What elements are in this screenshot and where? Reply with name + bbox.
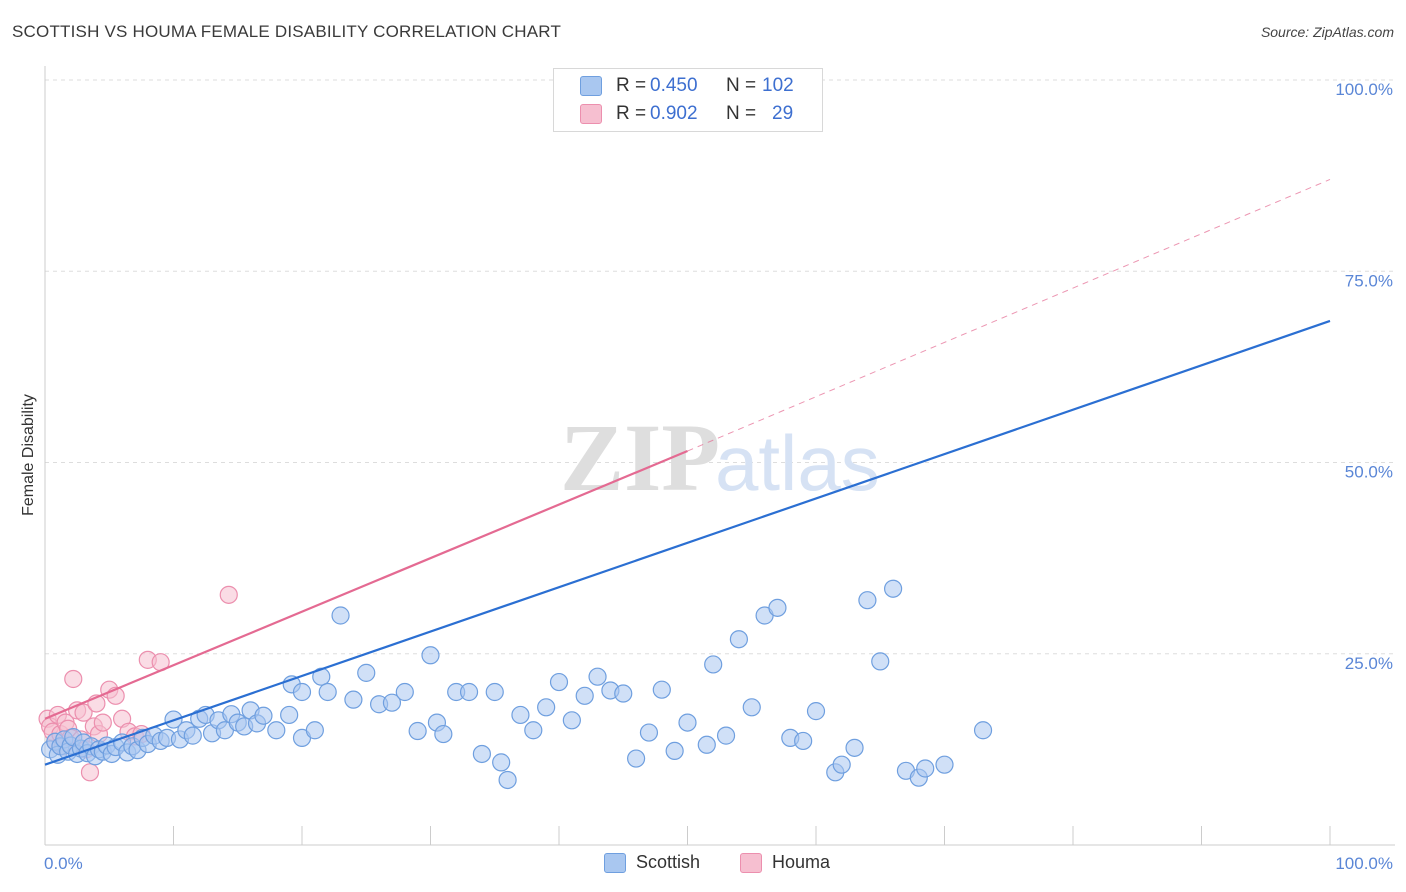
scottish-point <box>639 723 659 742</box>
scottish-point <box>704 655 723 674</box>
scottish-point <box>524 721 543 740</box>
scottish-point <box>492 753 511 772</box>
houma-point <box>74 703 93 722</box>
scottish-point <box>408 721 427 741</box>
houma-point <box>93 713 112 732</box>
scottish-legend-swatch <box>604 852 626 873</box>
scottish-n-value: 102 <box>762 75 794 96</box>
houma-legend-swatch <box>740 852 762 873</box>
scottish-point <box>697 735 716 754</box>
scottish-point <box>973 721 993 740</box>
scottish-point <box>845 738 864 757</box>
scottish-point <box>357 663 376 682</box>
scottish-points <box>41 579 993 790</box>
grid-layer <box>45 79 1395 655</box>
legend-item-scottish[interactable]: Scottish <box>604 852 700 873</box>
y-tick-label: 75.0% <box>1345 271 1393 290</box>
houma-point <box>64 669 83 689</box>
houma-swatch <box>580 104 602 124</box>
y-axis-title: Female Disability <box>20 394 37 516</box>
x-tick-label-min: 0.0% <box>44 854 83 873</box>
scottish-point <box>614 684 633 703</box>
scottish-point <box>511 705 530 725</box>
scottish-point <box>729 630 749 649</box>
scottish-point <box>472 744 491 764</box>
y-tick-label: 50.0% <box>1345 463 1393 482</box>
scottish-point <box>254 706 273 725</box>
scottish-point <box>794 731 813 751</box>
scottish-point <box>382 693 402 712</box>
y-tick-label: 25.0% <box>1345 654 1393 673</box>
r-label: R = <box>616 103 647 124</box>
scottish-point <box>916 759 935 778</box>
scottish-point <box>652 680 671 699</box>
scottish-point <box>485 682 504 702</box>
scottish-point <box>549 672 569 692</box>
scottish-point <box>575 686 594 705</box>
scottish-point <box>344 690 363 709</box>
scottish-point <box>267 721 286 740</box>
n-label: N = <box>726 75 757 96</box>
scottish-point <box>678 713 697 732</box>
scottish-point <box>318 682 337 702</box>
scottish-point <box>883 579 903 598</box>
scottish-legend-label: Scottish <box>636 852 701 872</box>
scottish-point <box>305 721 324 740</box>
scottish-point <box>280 705 299 725</box>
n-label: N = <box>726 103 757 124</box>
scottish-point <box>588 667 607 686</box>
scottish-swatch <box>580 76 602 96</box>
scottish-point <box>742 698 761 717</box>
scottish-point <box>871 652 890 671</box>
series-legend: Scottish Houma <box>0 852 1406 878</box>
legend-row-houma: R = 0.902 N = 29 <box>580 101 793 127</box>
scottish-point <box>395 682 414 702</box>
stats-legend: R = 0.450 N = 102 R = 0.902 N = 29 <box>553 68 823 132</box>
houma-r-value: 0.902 <box>650 103 698 124</box>
scottish-point <box>292 682 312 702</box>
scottish-point <box>537 698 556 717</box>
houma-point <box>80 763 100 782</box>
scottish-point <box>806 702 826 721</box>
houma-n-value: 29 <box>772 103 794 124</box>
houma-trend-extension <box>687 178 1331 452</box>
scottish-point <box>665 741 684 761</box>
chart-title: SCOTTISH VS HOUMA FEMALE DISABILITY CORR… <box>12 22 562 41</box>
scottish-point <box>434 724 453 744</box>
trend-lines <box>44 178 1331 766</box>
scottish-point <box>331 606 350 625</box>
scottish-r-value: 0.450 <box>650 75 698 96</box>
scottish-point <box>626 749 646 768</box>
houma-point <box>219 585 238 604</box>
legend-item-houma[interactable]: Houma <box>740 852 830 873</box>
source-label: Source: ZipAtlas.com <box>1260 24 1394 40</box>
scottish-point <box>421 646 440 665</box>
scottish-point <box>832 755 851 774</box>
houma-trend-line <box>44 450 688 720</box>
scottish-point <box>858 591 877 610</box>
r-label: R = <box>616 75 647 96</box>
scottish-point <box>716 726 736 745</box>
scottish-point <box>562 711 581 730</box>
x-tick-label-max: 100.0% <box>1335 854 1393 873</box>
scottish-point <box>183 726 202 745</box>
watermark-atlas: atlas <box>715 419 880 507</box>
watermark: ZIP atlas <box>560 404 880 511</box>
tick-labels: 25.0% 50.0% 75.0% 100.0% 0.0% 100.0% <box>44 80 1393 873</box>
scottish-point <box>935 755 954 774</box>
scottish-point <box>768 598 787 617</box>
legend-row-scottish: R = 0.450 N = 102 <box>580 73 794 99</box>
scottish-trend-line <box>44 319 1331 766</box>
scottish-point <box>459 682 479 702</box>
y-tick-label: 100.0% <box>1335 80 1393 99</box>
scottish-point <box>498 770 517 790</box>
houma-legend-label: Houma <box>772 852 831 872</box>
